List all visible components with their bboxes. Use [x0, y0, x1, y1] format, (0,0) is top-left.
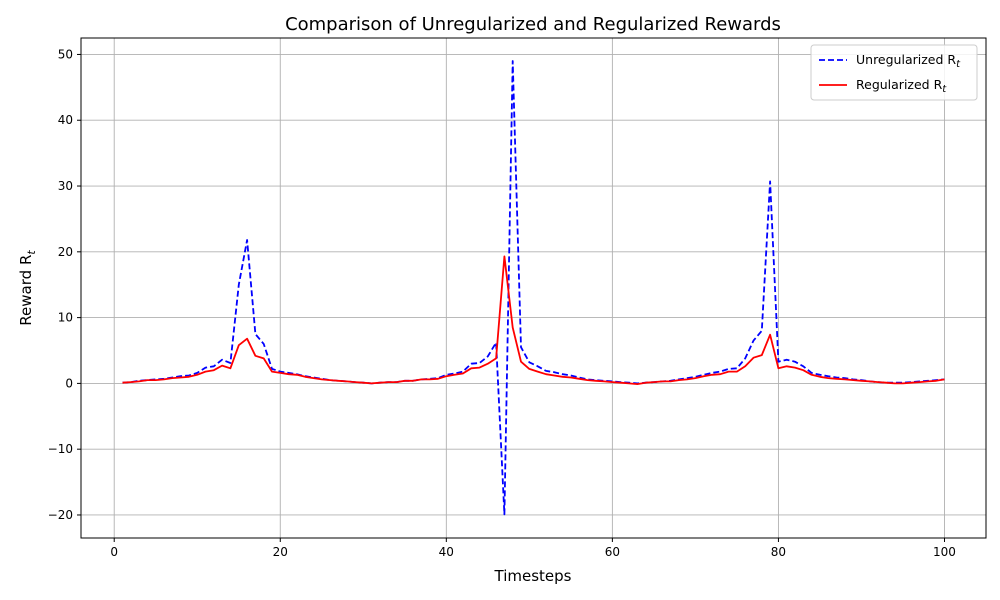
- x-tick-label: 0: [110, 545, 118, 559]
- chart-title: Comparison of Unregularized and Regulari…: [285, 14, 781, 35]
- legend-label-regularized: Regularized Rt: [856, 77, 947, 95]
- y-axis-label-sub: t: [25, 250, 38, 255]
- grid-lines: [81, 38, 986, 538]
- legend: Unregularized Rt Regularized Rt: [810, 44, 978, 101]
- x-tick-label: 20: [273, 545, 288, 559]
- y-tick-label: −20: [48, 508, 73, 522]
- legend-label-regularized-main: Regularized R: [856, 77, 943, 92]
- x-axis-label: Timesteps: [494, 567, 572, 585]
- y-tick-label: 20: [58, 245, 73, 259]
- legend-box: [810, 44, 978, 101]
- y-axis-label-main: Reward R: [17, 255, 35, 326]
- y-tick-label: 40: [58, 113, 73, 127]
- y-axis-label: Reward Rt: [17, 250, 38, 326]
- legend-label-unregularized-sub: t: [956, 59, 961, 70]
- axis-ticks: 0 20 40 60 80 100 −20 −10 0 10 20 30 40 50: [48, 47, 956, 559]
- x-tick-label: 80: [771, 545, 786, 559]
- plot-frame: [80, 37, 987, 539]
- legend-label-regularized-sub: t: [942, 84, 947, 95]
- y-tick-label: 30: [58, 179, 73, 193]
- x-tick-label: 40: [439, 545, 454, 559]
- x-tick-label: 60: [605, 545, 620, 559]
- x-tick-label: 100: [933, 545, 956, 559]
- legend-label-unregularized-main: Unregularized R: [856, 52, 956, 67]
- y-tick-label: 10: [58, 311, 73, 325]
- y-tick-label: −10: [48, 442, 73, 456]
- y-tick-label: 50: [58, 47, 73, 61]
- series-line-regularized: [122, 255, 945, 386]
- series-lines: [122, 60, 945, 516]
- y-tick-label: 0: [65, 376, 73, 390]
- legend-label-unregularized: Unregularized Rt: [856, 52, 961, 70]
- series-line-unregularized: [122, 60, 945, 516]
